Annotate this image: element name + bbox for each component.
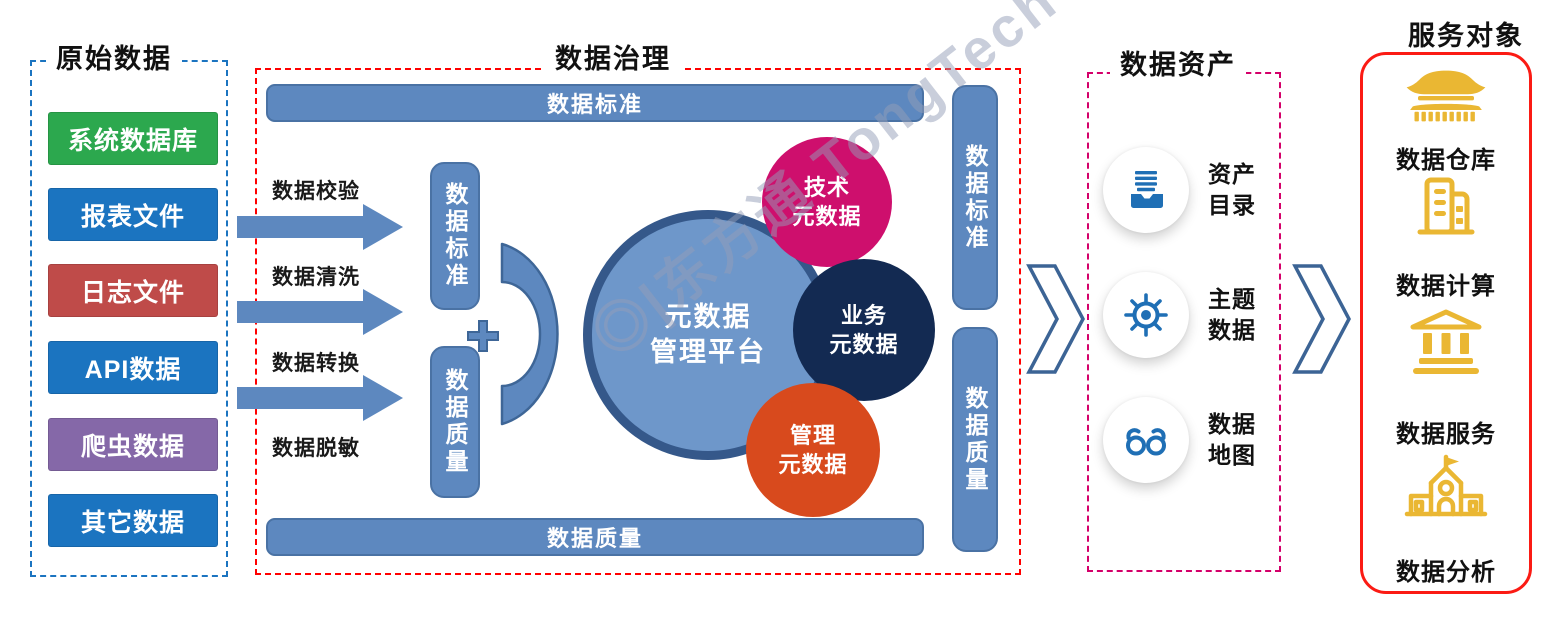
data-standard-right-bar: 数据标准 (952, 85, 998, 310)
source-box-other-data: 其它数据 (48, 494, 218, 547)
data-assets-title: 数据资产 (1110, 43, 1246, 82)
data-quality-right-bar: 数据质量 (952, 327, 998, 552)
label-line: 数据 (1208, 317, 1256, 343)
meta-line: 元数据 (778, 452, 848, 477)
data-map-icon (1126, 428, 1166, 456)
data-map-label: 数据 地图 (1208, 409, 1256, 471)
half-ring-icon (500, 242, 559, 426)
process-label-validation: 数据校验 (272, 180, 360, 203)
platform-line1: 元数据 (664, 302, 752, 332)
data-computing-label: 数据计算 (1396, 273, 1496, 300)
business-metadata-circle: 业务 元数据 (793, 259, 935, 401)
arrow-shaft (237, 387, 363, 409)
data-quality-box: 数据质量 (430, 346, 480, 498)
process-label-cleaning: 数据清洗 (272, 266, 360, 289)
process-label-masking: 数据脱敏 (272, 437, 360, 460)
arrow-shaft (237, 216, 363, 238)
service-targets-panel (1360, 52, 1532, 594)
flow-arrow-icon (237, 289, 403, 335)
label-line: 资产 (1208, 161, 1256, 187)
asset-catalog-label: 资产 目录 (1208, 159, 1256, 221)
meta-line: 业务 (840, 303, 887, 328)
data-analysis-label: 数据分析 (1396, 559, 1496, 586)
data-computing-icon (1417, 177, 1475, 235)
arrow-head (363, 204, 403, 250)
source-box-crawler-data: 爬虫数据 (48, 418, 218, 471)
data-warehouse-icon (1406, 70, 1486, 122)
chevron-right-icon (1292, 264, 1351, 374)
plus-icon (467, 320, 499, 352)
data-quality-bottom-bar: 数据质量 (266, 518, 924, 556)
data-map-circle (1103, 397, 1189, 483)
arrow-shaft (237, 301, 363, 323)
asset-catalog-icon (1131, 171, 1163, 208)
source-box-system-db: 系统数据库 (48, 112, 218, 165)
theme-data-icon (1124, 293, 1168, 337)
source-box-log-file: 日志文件 (48, 264, 218, 317)
raw-data-title: 原始数据 (46, 37, 182, 76)
theme-data-label: 主题 数据 (1208, 284, 1256, 346)
arrow-head (363, 375, 403, 421)
label-line: 数据 (1208, 411, 1256, 437)
asset-catalog-circle (1103, 147, 1189, 233)
meta-line: 技术 (803, 175, 850, 200)
source-box-api-data: API数据 (48, 341, 218, 394)
platform-line2: 管理平台 (650, 337, 766, 367)
data-service-icon (1410, 309, 1482, 374)
technical-metadata-circle: 技术 元数据 (762, 137, 892, 267)
label-line: 主题 (1208, 286, 1256, 312)
source-box-report-file: 报表文件 (48, 188, 218, 241)
flow-arrow-icon (237, 204, 403, 250)
process-label-transform: 数据转换 (272, 352, 360, 375)
arrow-head (363, 289, 403, 335)
governance-title: 数据治理 (545, 37, 681, 76)
data-analysis-icon (1404, 454, 1488, 517)
management-metadata-circle: 管理 元数据 (746, 383, 880, 517)
data-service-label: 数据服务 (1396, 421, 1496, 448)
data-standard-box: 数据标准 (430, 162, 480, 310)
theme-data-circle (1103, 272, 1189, 358)
label-line: 目录 (1208, 192, 1256, 218)
service-targets-title: 服务对象 (1408, 21, 1524, 51)
meta-line: 元数据 (792, 204, 862, 229)
meta-line: 管理 (789, 423, 836, 448)
meta-line: 元数据 (829, 332, 899, 357)
data-warehouse-label: 数据仓库 (1396, 147, 1496, 174)
flow-arrow-icon (237, 375, 403, 421)
chevron-right-icon (1026, 264, 1085, 374)
label-line: 地图 (1208, 442, 1256, 468)
data-standard-top-bar: 数据标准 (266, 84, 924, 122)
